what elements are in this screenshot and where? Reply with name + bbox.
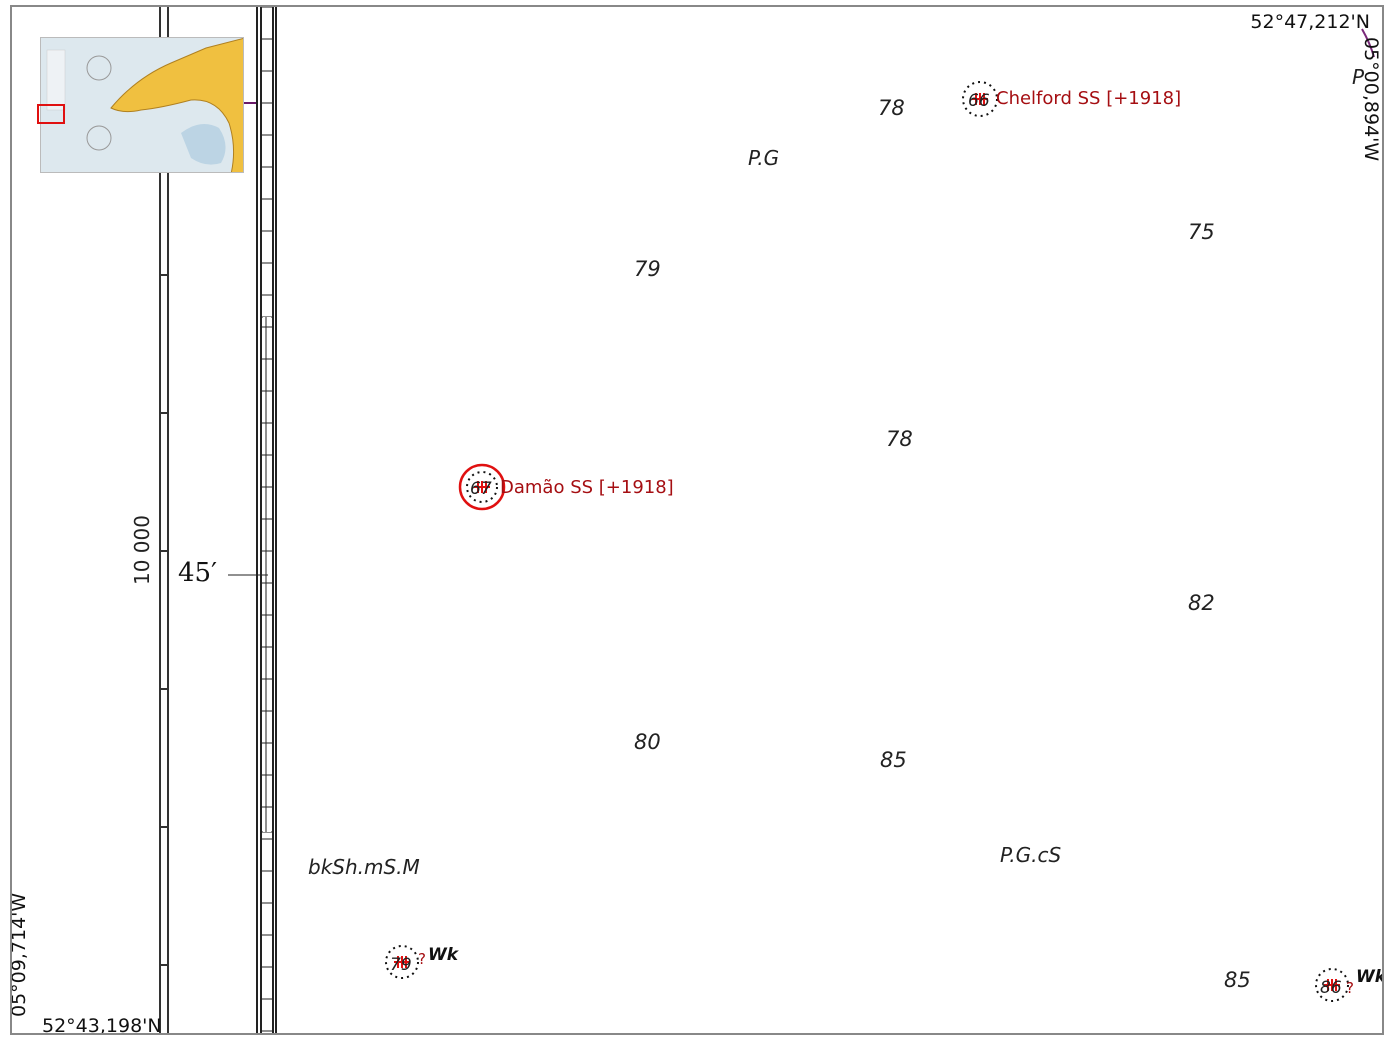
- sounding: 79: [634, 257, 661, 281]
- chart-graphics: [159, 7, 1375, 1033]
- sounding: 75: [1188, 220, 1215, 244]
- minute-label: 45′: [178, 558, 217, 588]
- sounding: 80: [634, 730, 661, 754]
- sounding: 85: [1224, 968, 1251, 992]
- wreck-tag: Wk: [1356, 967, 1384, 987]
- wreck-uncertain-mark: ?: [418, 950, 426, 968]
- wreck-symbol-icon: [1315, 968, 1349, 1002]
- wreck-depth: 67: [470, 479, 492, 499]
- sounding: 85: [880, 748, 907, 772]
- wreck-label-chelford[interactable]: Chelford SS [+1918]: [996, 88, 1182, 109]
- selection-ring: [458, 463, 506, 511]
- top-right-latitude: 52°47,212'N: [1250, 11, 1370, 33]
- wreck-depth: 66: [968, 91, 990, 111]
- top-right-longitude: 05°00,894'W: [1360, 37, 1382, 162]
- wreck-hotspot[interactable]: [962, 81, 998, 117]
- sounding: 78: [886, 427, 913, 451]
- wreck-symbol-icon: [458, 463, 506, 511]
- nautical-chart-view[interactable]: 52°47,212'N 05°00,894'W 05°09,714'W 52°4…: [10, 5, 1384, 1035]
- sounding: 78: [878, 96, 905, 120]
- seabed-label: P: [1352, 65, 1365, 89]
- purple-curve: [1361, 28, 1375, 58]
- wreck-symbol-icon: [385, 945, 419, 979]
- wreck-hotspot-selected[interactable]: [460, 465, 504, 509]
- wreck-symbol-icon: [962, 81, 998, 117]
- scale-distance-label: 10 000: [130, 515, 154, 585]
- scale-bar-ticks: [160, 136, 168, 966]
- sounding: 82: [1188, 591, 1215, 615]
- bottom-left-latitude: 52°43,198'N: [42, 1015, 162, 1035]
- overview-map-graphic: [41, 38, 243, 172]
- wreck-hotspot[interactable]: [1316, 969, 1348, 1001]
- seabed-label: P.G.cS: [1000, 843, 1062, 867]
- bottom-left-longitude: 05°09,714'W: [10, 892, 30, 1017]
- wreck-hotspot[interactable]: [386, 946, 418, 978]
- wreck-label-damao[interactable]: Damão SS [+1918]: [500, 477, 674, 498]
- wreck-uncertain-mark: ?: [1346, 979, 1354, 997]
- inset-view-marker[interactable]: [37, 104, 65, 124]
- overview-map-thumbnail[interactable]: [40, 37, 244, 173]
- wreck-depth: 79: [390, 955, 412, 975]
- wreck-tag: Wk: [428, 945, 459, 965]
- lat-border-ticks: [261, 7, 273, 1032]
- seabed-label: bkSh.mS.M: [308, 855, 420, 879]
- wreck-depth: 86: [1320, 978, 1342, 998]
- seabed-label: P.G: [748, 146, 780, 170]
